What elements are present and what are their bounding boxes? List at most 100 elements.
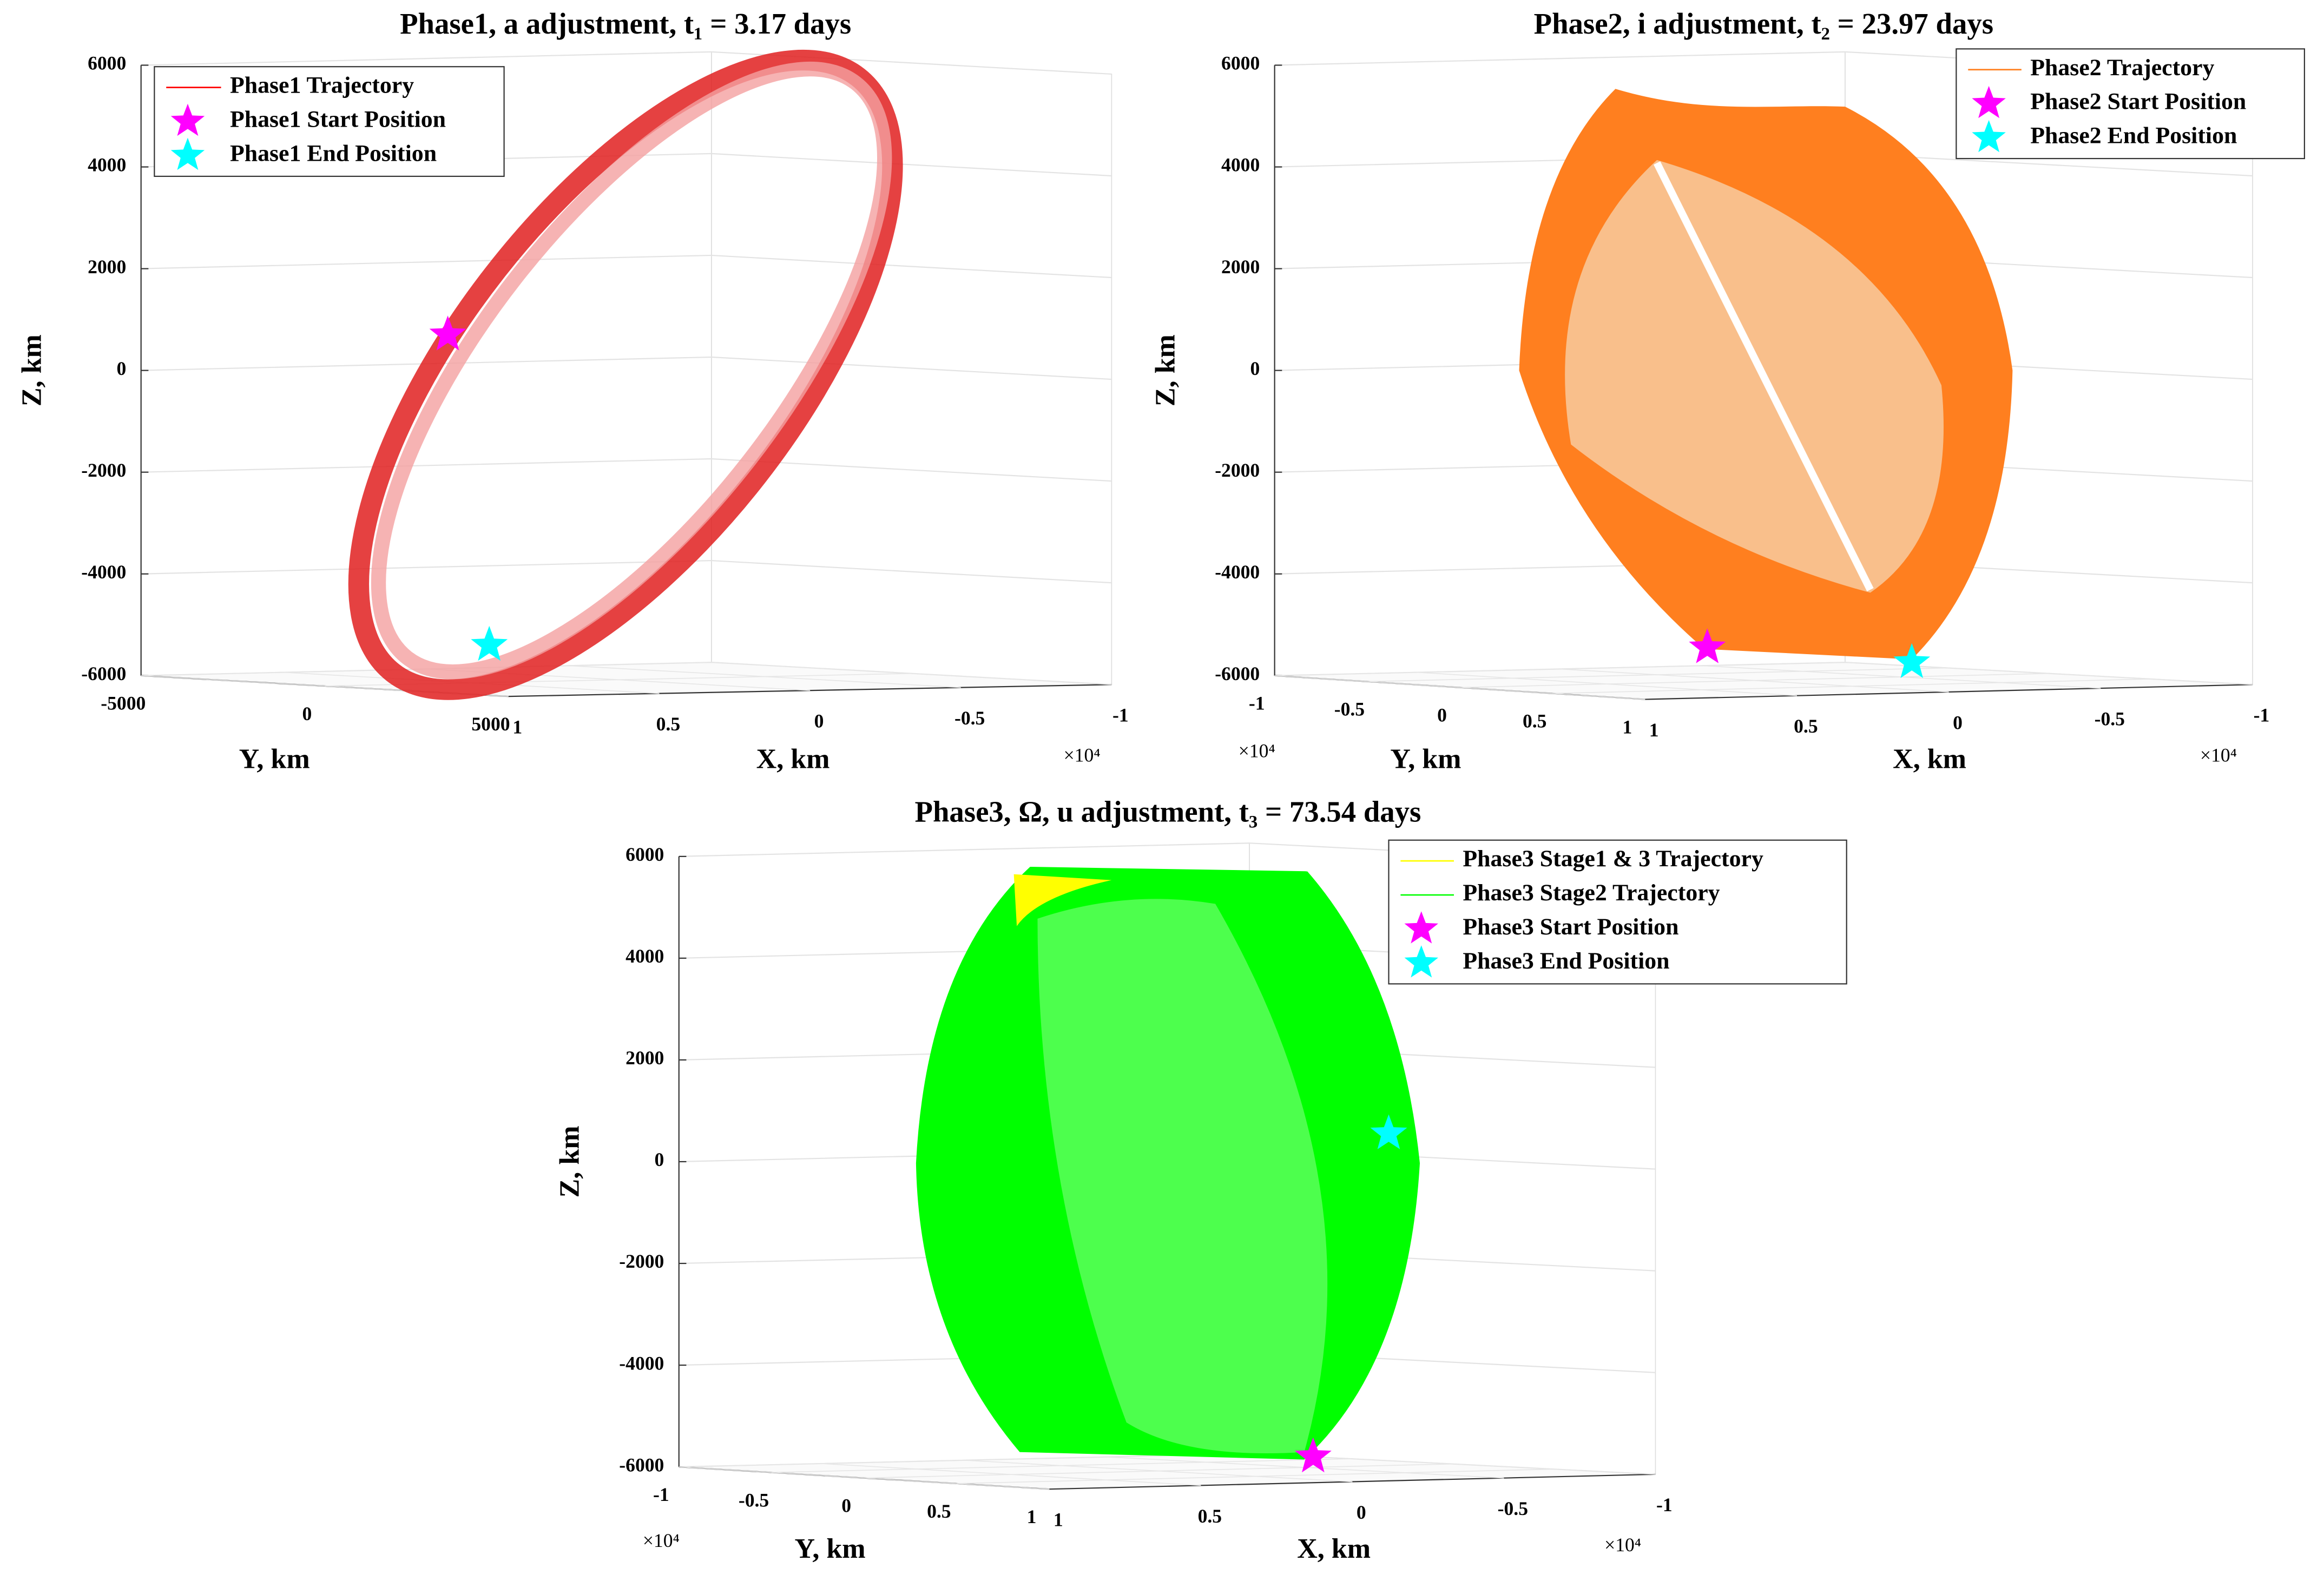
- y-tick-label: 0: [841, 1495, 851, 1517]
- legend-box: [1388, 839, 1847, 985]
- grid-line: [141, 51, 1112, 75]
- z-tick-label: 2000: [88, 256, 126, 278]
- z-tick-label: 0: [1250, 358, 1260, 379]
- grid-line: [569, 665, 961, 688]
- y-tick-label: -0.5: [739, 1489, 769, 1511]
- y-tick-label: -1: [1249, 693, 1265, 714]
- trajectory-stage1: [1013, 874, 1112, 926]
- x-tick-label: -1: [2254, 704, 2270, 726]
- chart: -6000 -4000 -2000 0 2000 4000 6000 -5000 0 5000 1 0…: [16, 7, 1129, 775]
- y-tick-label: -5000: [101, 693, 146, 714]
- z-tick-label: -2000: [81, 459, 126, 481]
- x-multiplier: ×10⁴: [1064, 745, 1101, 766]
- z-tick-label: 0: [116, 358, 126, 379]
- grid-line: [1274, 675, 1645, 700]
- grid-line: [711, 662, 1112, 686]
- y-axis-label: Y, km: [239, 744, 310, 775]
- x-tick-label: 0.5: [656, 713, 681, 735]
- y-tick-label: 0: [1437, 704, 1447, 726]
- x-tick-label: 0: [814, 710, 824, 732]
- x-multiplier: ×10⁴: [2200, 745, 2237, 766]
- trajectory-band: [1037, 899, 1328, 1454]
- legend-label: Phase1 Trajectory: [230, 73, 414, 98]
- x-tick-label: 1: [1054, 1509, 1063, 1531]
- legend-label: Phase3 Stage2 Trajectory: [1463, 880, 1720, 906]
- grid-line: [141, 559, 1112, 584]
- x-tick-label: -1: [1112, 704, 1129, 726]
- x-tick-label: -1: [1656, 1494, 1673, 1516]
- y-multiplier: ×10⁴: [643, 1530, 680, 1551]
- marker-star: [1689, 628, 1726, 663]
- y-tick-label: 0: [302, 703, 312, 724]
- x-tick-label: 1: [1649, 719, 1659, 741]
- z-tick-label: 4000: [626, 945, 664, 967]
- legend-label: Phase2 Trajectory: [2030, 55, 2214, 81]
- grid-line: [141, 458, 1112, 482]
- y-tick-label: -1: [653, 1484, 669, 1505]
- legend-star: [1404, 945, 1438, 978]
- z-tick-label: -6000: [81, 663, 126, 684]
- grid-line: [679, 1466, 1050, 1490]
- z-tick-label: -4000: [619, 1352, 664, 1374]
- x-tick-label: -0.5: [954, 707, 985, 729]
- z-tick-label: 2000: [1221, 256, 1260, 278]
- y-axis-label: Y, km: [795, 1533, 866, 1564]
- x-tick-label: -0.5: [2095, 708, 2125, 729]
- z-axis-label: Z, km: [16, 334, 47, 406]
- chart-title: Phase1, a adjustment, t₁ = 3.17 days: [400, 7, 851, 40]
- legend-star: [170, 137, 205, 170]
- y-tick-label: 0.5: [1523, 710, 1546, 732]
- legend-star: [1404, 911, 1438, 944]
- legend-label: Phase3 Stage1 & 3 Trajectory: [1463, 846, 1763, 872]
- z-axis-label: Z, km: [555, 1126, 585, 1198]
- x-multiplier: ×10⁴: [1604, 1534, 1641, 1556]
- z-tick-label: 6000: [88, 52, 126, 74]
- legend-label: Phase3 End Position: [1463, 948, 1669, 974]
- legend-star: [170, 103, 205, 136]
- legend-box: [154, 66, 505, 177]
- y-multiplier: ×10⁴: [1239, 740, 1275, 761]
- chart-title: Phase3, Ω, u adjustment, t₃ = 73.54 days: [915, 795, 1421, 828]
- y-axis-label: Y, km: [1390, 744, 1461, 775]
- marker-star: [471, 625, 508, 661]
- z-tick-label: -2000: [1215, 459, 1260, 481]
- legend-label: Phase1 End Position: [230, 141, 437, 167]
- grid-line: [1417, 671, 1798, 696]
- marker-star: [1294, 1437, 1332, 1473]
- trajectory-inner: [1565, 160, 1944, 593]
- z-tick-label: 6000: [626, 844, 664, 865]
- x-axis-label: X, km: [1297, 1533, 1371, 1564]
- z-tick-label: -6000: [619, 1454, 664, 1475]
- y-tick-label: 5000: [471, 713, 510, 735]
- z-tick-label: 6000: [1221, 52, 1260, 74]
- x-tick-label: 0.5: [1198, 1505, 1222, 1527]
- grid-line: [964, 1459, 1353, 1483]
- trajectory-gap: [1654, 161, 1874, 591]
- legend-star: [1972, 85, 2006, 118]
- z-tick-label: 0: [655, 1149, 664, 1170]
- chart: -6000 -4000 -2000 0 2000 4000 6000 -1 -0.5 0 0.5 1 1…: [1150, 7, 2305, 775]
- legend-label: Phase1 Start Position: [230, 107, 446, 133]
- x-tick-label: 0.5: [1794, 715, 1818, 737]
- grid-line: [141, 254, 1112, 279]
- chart: -6000 -4000 -2000 0 2000 4000 6000 -1 -0.5 0 0.5 1 1…: [555, 795, 1847, 1564]
- y-tick-label: -0.5: [1334, 699, 1365, 720]
- grid-line: [141, 356, 1112, 380]
- trajectory-inner: [371, 61, 892, 680]
- z-tick-label: -4000: [81, 561, 126, 583]
- z-tick-label: -4000: [1215, 561, 1260, 583]
- z-tick-label: 2000: [626, 1047, 664, 1069]
- legend-label: Phase2 Start Position: [2030, 89, 2246, 115]
- grid-line: [1559, 668, 1949, 693]
- x-tick-label: 1: [512, 716, 522, 738]
- legend-star: [1972, 120, 2006, 153]
- legend-label: Phase2 End Position: [2030, 123, 2237, 149]
- z-tick-label: -6000: [1215, 663, 1260, 684]
- z-axis-label: Z, km: [1150, 334, 1181, 406]
- grid-line: [821, 1463, 1201, 1486]
- y-tick-label: 1: [1622, 716, 1632, 738]
- marker-star: [1893, 643, 1931, 678]
- x-axis-label: X, km: [1893, 744, 1966, 775]
- x-tick-label: -0.5: [1498, 1498, 1528, 1519]
